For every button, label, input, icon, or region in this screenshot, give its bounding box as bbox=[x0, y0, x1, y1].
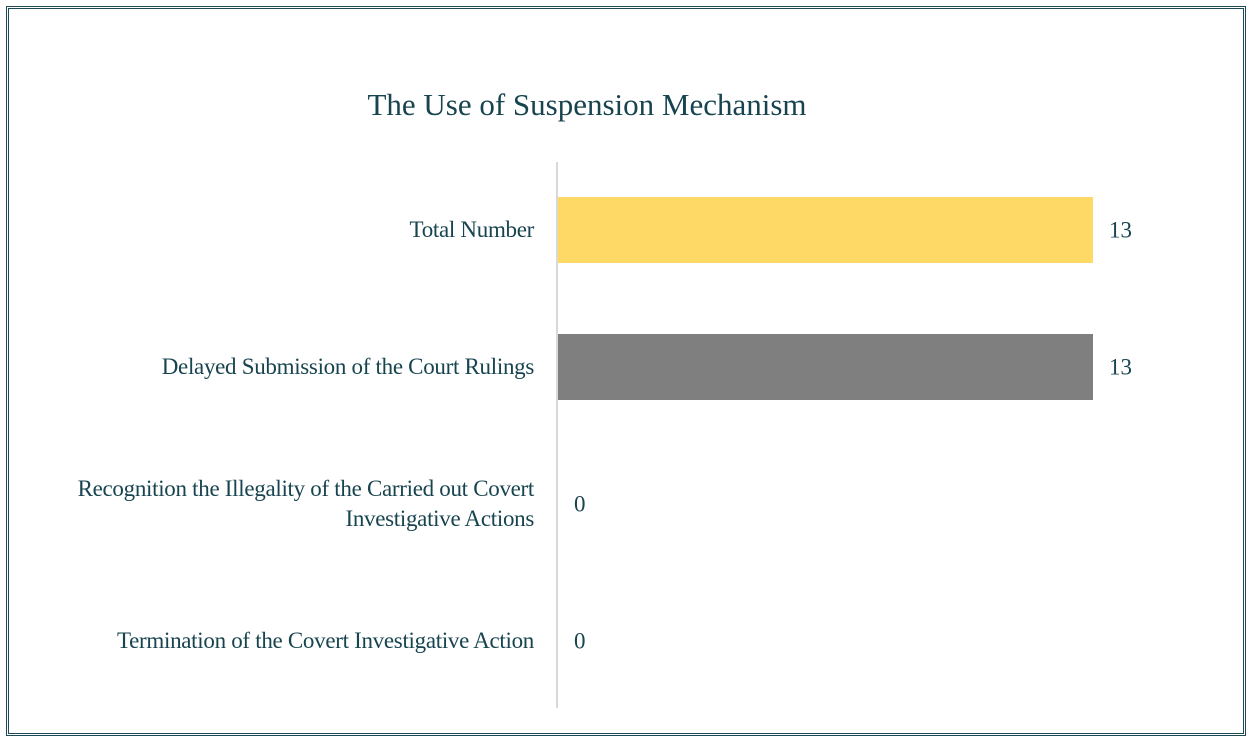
value-label: 0 bbox=[574, 491, 586, 516]
bar bbox=[558, 197, 1093, 263]
category-label: Recognition the Illegality of the Carrie… bbox=[77, 476, 535, 531]
category-label: Total Number bbox=[409, 217, 535, 242]
value-label: 13 bbox=[1109, 217, 1132, 242]
bar bbox=[558, 334, 1093, 400]
category-label: Delayed Submission of the Court Rulings bbox=[161, 354, 535, 379]
category-label: Termination of the Covert Investigative … bbox=[116, 628, 534, 653]
chart-title: The Use of Suspension Mechanism bbox=[367, 87, 806, 122]
value-label: 13 bbox=[1109, 354, 1132, 379]
value-label: 0 bbox=[574, 628, 586, 653]
